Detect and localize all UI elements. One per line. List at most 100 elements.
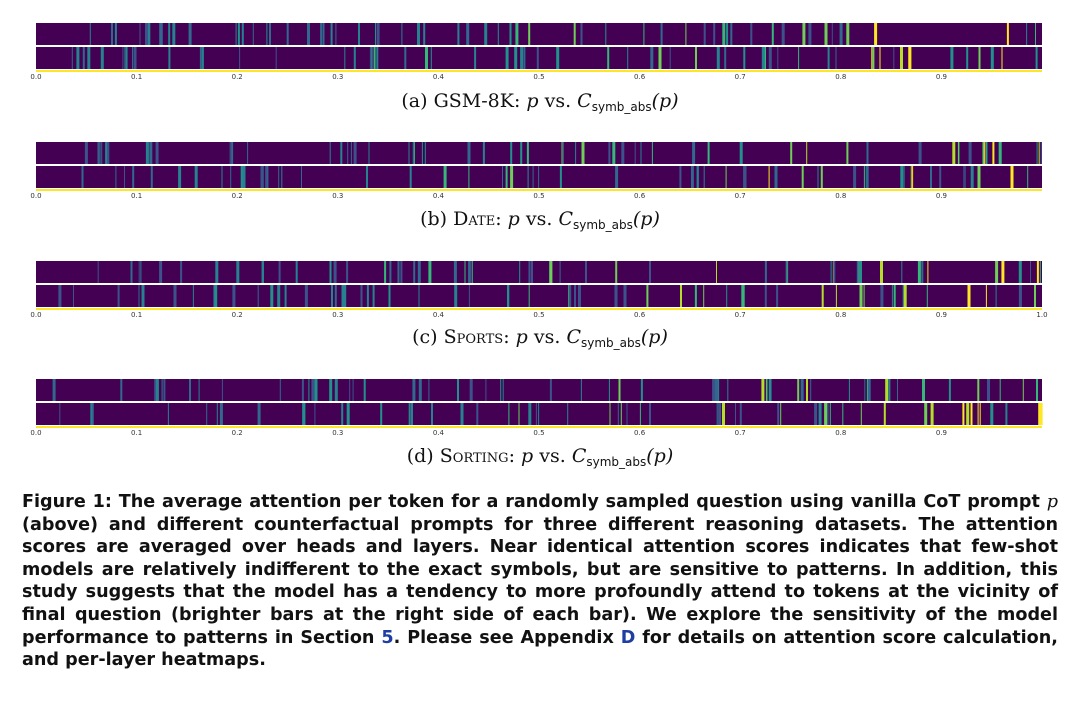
tick-label: 0.1 — [131, 73, 142, 81]
attention-bar — [780, 403, 782, 425]
attention-bar — [428, 261, 432, 283]
attention-bar — [528, 403, 532, 425]
attention-bar — [901, 261, 903, 283]
attention-bar — [507, 285, 508, 307]
attention-bar — [921, 261, 924, 283]
attention-bar — [81, 166, 84, 188]
attention-bar — [1034, 285, 1036, 307]
attention-bar — [649, 403, 651, 425]
attention-bar — [615, 166, 619, 188]
attention-bar — [331, 285, 333, 307]
axis-line — [36, 426, 1042, 428]
tick-label: 0.4 — [433, 311, 445, 319]
tick-label: 0.5 — [533, 311, 544, 319]
attention-bar — [147, 23, 151, 45]
attention-bar — [329, 142, 331, 164]
attention-bar — [304, 285, 308, 307]
attention-bar — [842, 403, 844, 425]
attention-bar — [100, 47, 104, 69]
attention-bar — [523, 47, 526, 69]
attention-bar — [353, 142, 357, 164]
attention-bar — [806, 379, 808, 401]
attention-bar — [669, 47, 671, 69]
attention-bar — [454, 285, 458, 307]
attention-bar — [507, 285, 510, 307]
attention-bar — [408, 403, 411, 425]
attention-bar — [691, 166, 694, 188]
heatmap-row-counterfactual — [36, 47, 1042, 69]
attention-bar — [90, 403, 93, 425]
attention-bar — [346, 261, 349, 283]
attention-bar — [787, 261, 789, 283]
attention-bar — [413, 142, 415, 164]
appendix-link[interactable]: D — [620, 627, 636, 648]
panel-sorting: 0.0 0.1 0.2 0.3 0.4 0.5 0.6 0.7 0.8 0.9 (d) Sorti… — [0, 378, 1080, 478]
attention-bar — [155, 142, 159, 164]
tick-label: 0.1 — [131, 429, 142, 437]
attention-bar — [278, 166, 280, 188]
attention-bar — [349, 379, 351, 401]
axis-line — [36, 70, 1042, 72]
axis-line — [36, 189, 1042, 191]
attention-bar — [724, 47, 727, 69]
attention-bar — [735, 403, 736, 425]
attention-bar — [358, 23, 360, 45]
attention-bar — [528, 23, 531, 45]
attention-bar — [206, 403, 208, 425]
attention-bar — [614, 285, 618, 307]
attention-bar — [150, 166, 153, 188]
attention-bar — [835, 285, 837, 307]
attention-bar — [846, 23, 850, 45]
attention-bar — [966, 403, 970, 425]
attention-bar — [612, 142, 616, 164]
attention-bar — [620, 403, 622, 425]
attention-bar — [221, 166, 223, 188]
attention-bar — [818, 403, 822, 425]
attention-bar — [531, 261, 533, 283]
attention-bar — [824, 403, 828, 425]
attention-bar — [609, 403, 611, 425]
attention-bar — [247, 142, 249, 164]
attention-bar — [1040, 403, 1043, 425]
attention-bar — [59, 403, 61, 425]
attention-bar — [138, 285, 140, 307]
attention-bar — [900, 47, 903, 69]
attention-bar — [903, 285, 907, 307]
tick-label: 0.6 — [634, 192, 646, 200]
attention-bar — [457, 379, 459, 401]
attention-bar — [353, 47, 356, 69]
tick-label: 0.3 — [332, 311, 343, 319]
heatmap-row-vanilla — [36, 23, 1042, 45]
section-link[interactable]: 5 — [381, 627, 394, 648]
attention-bar — [580, 379, 582, 401]
attention-bar — [874, 23, 878, 45]
attention-bar — [194, 166, 198, 188]
attention-bar — [231, 142, 234, 164]
tick-label: 0.4 — [433, 429, 445, 437]
attention-bar — [725, 166, 727, 188]
attention-bar — [730, 23, 733, 45]
attention-bar — [509, 23, 512, 45]
attention-bar — [173, 285, 177, 307]
attention-bar — [707, 142, 710, 164]
tick-label: 0.6 — [634, 73, 646, 81]
attention-bar — [718, 379, 720, 401]
attention-bar — [468, 261, 471, 283]
attention-bar — [908, 47, 911, 69]
attention-bar — [502, 379, 504, 401]
attention-bar — [660, 23, 663, 45]
attention-bar — [457, 23, 460, 45]
tick-label: 0.0 — [30, 429, 41, 437]
attention-bar — [471, 261, 473, 283]
attention-bar — [424, 142, 426, 164]
heatmap-row-vanilla — [36, 379, 1042, 401]
attention-bar — [1006, 23, 1009, 45]
attention-bar — [508, 403, 510, 425]
attention-bar — [535, 403, 537, 425]
attention-bar — [240, 166, 244, 188]
attention-bar — [1035, 47, 1038, 69]
attention-bar — [626, 403, 628, 425]
attention-bar — [640, 142, 642, 164]
attention-bar — [860, 403, 862, 425]
attention-bar — [482, 142, 485, 164]
